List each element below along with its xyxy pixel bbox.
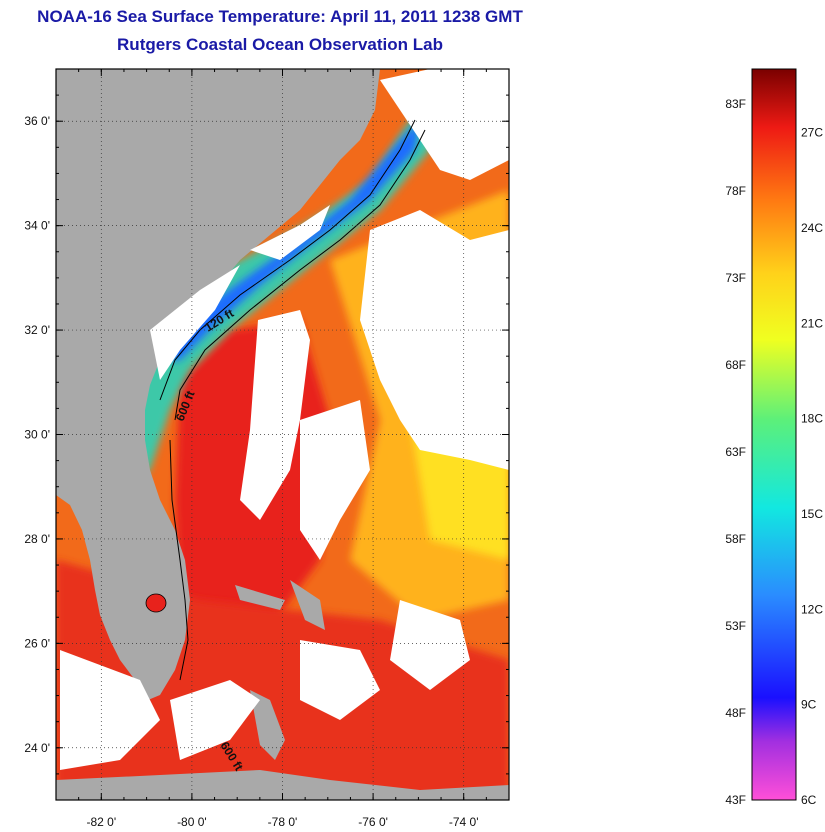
lon-tick-label: -82 0' [86,815,116,829]
latitude-labels: 36 0' 34 0' 32 0' 30 0' 28 0' 26 0' 24 0' [24,114,50,755]
land-andros [250,690,285,760]
contour-600ft-south [169,439,189,681]
land-abaco [290,580,325,630]
lat-tick-label: 30 0' [24,428,50,442]
colorbar-labels: 83F 78F 73F 68F 63F 58F 53F 48F 43F 27C 24C 21C 18C 1… [725,97,823,807]
map-image [56,69,509,800]
lat-tick-label: 34 0' [24,219,50,233]
colorbar-f-label: 58F [725,532,746,546]
lon-tick-label: -80 0' [177,815,207,829]
colorbar-f-label: 83F [725,97,746,111]
land-mainland [56,69,380,700]
colorbar-f-label: 43F [725,793,746,807]
contour-600ft [174,129,426,421]
colorbar-f-label: 73F [725,271,746,285]
longitude-labels: -82 0' -80 0' -78 0' -76 0' -74 0' [86,815,478,829]
colorbar-c-label: 21C [801,316,823,330]
colorbar-f-label: 53F [725,619,746,633]
colorbar-c-label: 24C [801,221,823,235]
colorbar-c-label: 6C [801,793,817,807]
colorbar-f-label: 48F [725,706,746,720]
lon-tick-label: -78 0' [268,815,298,829]
map-subtitle: Rutgers Coastal Ocean Observation Lab [117,35,443,54]
map-title: NOAA-16 Sea Surface Temperature: April 1… [37,7,523,26]
colorbar-f-label: 68F [725,358,746,372]
lat-tick-label: 26 0' [24,636,50,650]
lon-tick-label: -76 0' [358,815,388,829]
colorbar-f-label: 78F [725,184,746,198]
land-grand-bahama [235,585,285,610]
colorbar-c-label: 18C [801,412,823,426]
lon-tick-label: -74 0' [449,815,479,829]
lat-tick-label: 28 0' [24,532,50,546]
contour-120ft [159,119,416,401]
colorbar-c-label: 12C [801,602,823,616]
lat-tick-label: 36 0' [24,114,50,128]
lat-tick-label: 32 0' [24,323,50,337]
lake-okeechobee [145,593,167,613]
colorbar-c-label: 15C [801,507,823,521]
colorbar-c-label: 27C [801,126,823,140]
colorbar-c-label: 9C [801,698,817,712]
cloud-cover [60,69,509,770]
colorbar-f-label: 63F [725,445,746,459]
lat-tick-label: 24 0' [24,741,50,755]
colorbar [751,68,797,801]
frame-ticks [55,68,510,801]
